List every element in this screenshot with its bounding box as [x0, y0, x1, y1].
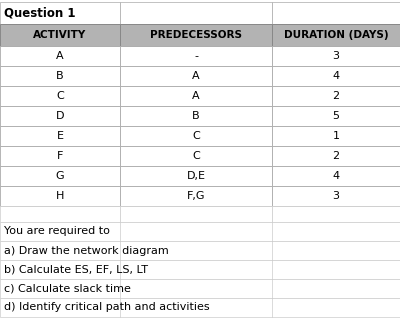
Bar [0, 298, 400, 317]
Bar [272, 146, 400, 166]
Bar [120, 66, 272, 86]
Bar [0, 66, 120, 86]
Text: A: A [56, 51, 64, 61]
Text: H: H [56, 191, 64, 201]
Text: a) Draw the network diagram: a) Draw the network diagram [4, 246, 169, 256]
Bar [272, 106, 400, 126]
Bar [0, 166, 120, 186]
Bar [120, 206, 272, 222]
Bar [120, 126, 272, 146]
Text: 5: 5 [332, 111, 340, 121]
Bar [0, 279, 400, 298]
Bar [0, 24, 120, 46]
Bar [0, 126, 120, 146]
Bar [0, 241, 400, 260]
Text: C: C [192, 131, 200, 141]
Bar [272, 166, 400, 186]
Text: 4: 4 [332, 171, 340, 181]
Text: C: C [56, 91, 64, 101]
Text: C: C [192, 151, 200, 161]
Text: E: E [56, 131, 64, 141]
Text: ACTIVITY: ACTIVITY [33, 30, 87, 40]
Bar [272, 86, 400, 106]
Bar [272, 66, 400, 86]
Text: 2: 2 [332, 151, 340, 161]
Bar [120, 106, 272, 126]
Text: B: B [192, 111, 200, 121]
Text: G: G [56, 171, 64, 181]
Text: A: A [192, 71, 200, 81]
Bar [272, 24, 400, 46]
Text: F: F [57, 151, 63, 161]
Text: 3: 3 [332, 51, 340, 61]
Text: PREDECESSORS: PREDECESSORS [150, 30, 242, 40]
Text: F,G: F,G [187, 191, 205, 201]
Bar [272, 126, 400, 146]
Bar [0, 46, 120, 66]
Text: 4: 4 [332, 71, 340, 81]
Text: b) Calculate ES, EF, LS, LT: b) Calculate ES, EF, LS, LT [4, 265, 148, 274]
Bar [272, 46, 400, 66]
Bar [120, 24, 272, 46]
Bar [0, 2, 120, 24]
Bar [120, 166, 272, 186]
Text: Question 1: Question 1 [4, 6, 76, 20]
Text: d) Identify critical path and activities: d) Identify critical path and activities [4, 302, 210, 313]
Text: c) Calculate slack time: c) Calculate slack time [4, 283, 131, 293]
Text: -: - [194, 51, 198, 61]
Bar [120, 186, 272, 206]
Bar [0, 222, 400, 241]
Bar [0, 206, 120, 222]
Bar [120, 146, 272, 166]
Bar [120, 86, 272, 106]
Bar [0, 146, 120, 166]
Text: B: B [56, 71, 64, 81]
Text: 3: 3 [332, 191, 340, 201]
Bar [272, 186, 400, 206]
Bar [120, 2, 272, 24]
Text: D,E: D,E [186, 171, 206, 181]
Text: 1: 1 [332, 131, 340, 141]
Text: 2: 2 [332, 91, 340, 101]
Text: DURATION (DAYS): DURATION (DAYS) [284, 30, 388, 40]
Bar [272, 206, 400, 222]
Bar [0, 106, 120, 126]
Bar [0, 86, 120, 106]
Bar [0, 260, 400, 279]
Bar [272, 2, 400, 24]
Text: You are required to: You are required to [4, 227, 110, 237]
Text: D: D [56, 111, 64, 121]
Bar [0, 186, 120, 206]
Text: A: A [192, 91, 200, 101]
Bar [120, 46, 272, 66]
